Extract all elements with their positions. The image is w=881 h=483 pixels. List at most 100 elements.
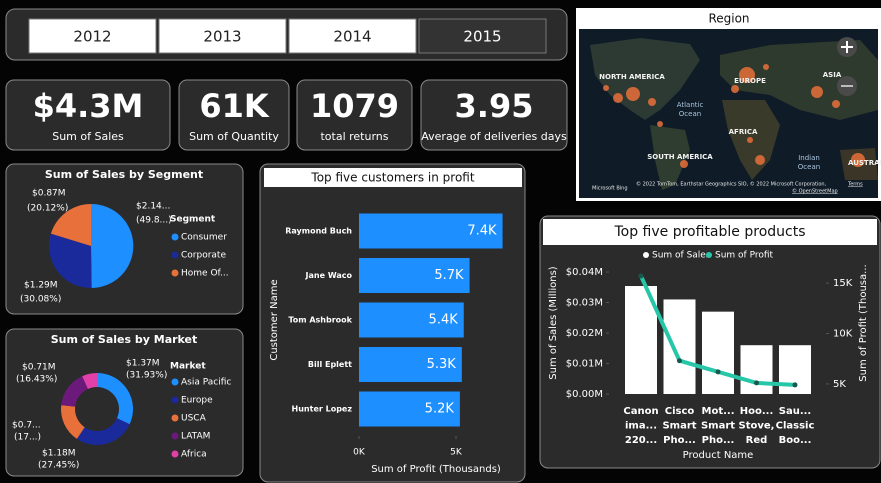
value-label: 5.7K xyxy=(434,268,464,283)
point xyxy=(638,273,644,279)
bar xyxy=(359,391,460,427)
point xyxy=(754,380,759,386)
x-tick-label: Red xyxy=(746,435,768,446)
x-tick-label: Pho... xyxy=(663,435,696,446)
bubble xyxy=(811,86,823,98)
chart-title: Top five profitable products xyxy=(613,224,805,240)
map-bubbles xyxy=(603,64,865,168)
map-title: Region xyxy=(708,12,749,26)
x-axis-title: Sum of Profit (Thousands) xyxy=(371,464,501,475)
point xyxy=(715,369,721,375)
value-label: 7.4K xyxy=(467,224,497,239)
map-label: Ocean xyxy=(798,163,820,171)
bubble xyxy=(626,87,640,101)
map-label: Indian xyxy=(798,154,820,162)
bubble xyxy=(731,85,739,93)
year-button[interactable] xyxy=(158,18,287,54)
year-button[interactable] xyxy=(418,18,547,54)
year-button[interactable] xyxy=(28,18,157,54)
y-tick-label: $0.03M xyxy=(566,298,603,309)
bubble xyxy=(657,121,663,127)
slice xyxy=(60,405,85,439)
legend-marker xyxy=(171,233,179,241)
zoom-out[interactable] xyxy=(837,76,857,96)
legend-marker xyxy=(171,450,179,458)
x-tick-label: Mot... xyxy=(702,406,735,417)
share-label: (20.12%) xyxy=(27,204,68,214)
value-label: $1.18M xyxy=(42,449,76,459)
share-label: (27.45%) xyxy=(38,461,79,471)
legend-marker xyxy=(643,252,649,258)
map-terms[interactable]: Terms xyxy=(847,182,863,188)
x-tick-label: 0K xyxy=(353,448,366,458)
zoom-in[interactable] xyxy=(837,37,857,57)
x-tick-label: Stove, xyxy=(739,421,775,432)
point xyxy=(792,382,798,388)
map-brand: Microsoft Bing xyxy=(592,186,628,192)
value-label: $0.87M xyxy=(32,189,66,199)
land xyxy=(720,40,878,120)
y-tick-label: $0.01M xyxy=(566,359,603,370)
chart-title: Sum of Sales by Market xyxy=(51,333,198,346)
y-tick-label: Bill Eplett xyxy=(308,360,352,369)
y2-tick-label: 15K xyxy=(833,278,853,289)
bubble xyxy=(739,67,755,83)
map-attribution: © 2022 TomTom, Earthstar Geographics SIO… xyxy=(636,181,827,188)
slice xyxy=(61,376,88,407)
x-tick-label: Classic xyxy=(776,421,815,432)
slice xyxy=(76,418,130,445)
x-tick-label: 5K xyxy=(450,448,463,458)
bubble xyxy=(613,93,623,103)
bubble xyxy=(755,155,765,165)
share-label: (49.8...) xyxy=(136,216,172,226)
x-tick-label: Canon xyxy=(623,406,658,417)
y-tick-label: Jane Waco xyxy=(305,271,353,280)
legend-label: Corporate xyxy=(181,251,226,261)
kpi-label: Sum of Sales xyxy=(52,130,124,143)
year-label[interactable]: 2013 xyxy=(203,28,241,46)
legend-marker xyxy=(171,414,179,422)
bar xyxy=(359,213,503,249)
x-tick-label: Pho... xyxy=(702,435,735,446)
map-osm[interactable]: © OpenStreetMap xyxy=(792,188,838,195)
bubble xyxy=(747,137,753,143)
value-label: 5.3K xyxy=(427,357,457,372)
y-tick-label: $0.02M xyxy=(566,328,603,339)
year-label[interactable]: 2015 xyxy=(463,28,501,46)
bubble xyxy=(648,98,656,106)
map-label: AFRICA xyxy=(729,128,758,136)
x-tick-label: Smart xyxy=(662,421,696,432)
legend-marker xyxy=(171,432,179,440)
value-label: $1.37M xyxy=(126,359,160,369)
year-button[interactable] xyxy=(288,18,417,54)
kpi-value: 3.95 xyxy=(455,87,534,125)
map-label: Atlantic xyxy=(677,101,704,109)
legend-label: Consumer xyxy=(181,233,227,243)
y-tick-label: Raymond Buch xyxy=(285,227,352,236)
land xyxy=(650,125,690,190)
slice xyxy=(82,373,97,389)
kpi-card xyxy=(178,79,290,151)
map-label: EUROPE xyxy=(734,77,766,85)
kpi-value: $4.3M xyxy=(33,87,144,125)
value-label: $0.71M xyxy=(22,363,56,373)
y-tick-label: Tom Ashbrook xyxy=(288,316,352,325)
map-label: AUSTRAL xyxy=(848,159,881,167)
year-label[interactable]: 2014 xyxy=(333,28,371,46)
kpi-label: Average of deliveries days xyxy=(421,130,567,143)
bar xyxy=(359,258,470,293)
kpi-card xyxy=(5,79,171,151)
bubble xyxy=(763,64,769,70)
customers-title-box xyxy=(264,168,522,187)
x-tick-label: Sau... xyxy=(779,406,811,417)
value-label: 5.2K xyxy=(425,402,455,417)
share-label: (31.93%) xyxy=(126,371,167,381)
year-label[interactable]: 2012 xyxy=(73,28,111,46)
value-label: $1.29M xyxy=(24,281,58,291)
value-label: $0.7... xyxy=(12,421,41,431)
y-axis-title: Sum of Sales (Millions) xyxy=(548,266,559,380)
map-label: SOUTH AMERICA xyxy=(647,153,713,161)
y2-tick-label: 5K xyxy=(833,379,846,390)
kpi-value: 61K xyxy=(199,87,270,125)
products-title-box xyxy=(543,219,877,245)
